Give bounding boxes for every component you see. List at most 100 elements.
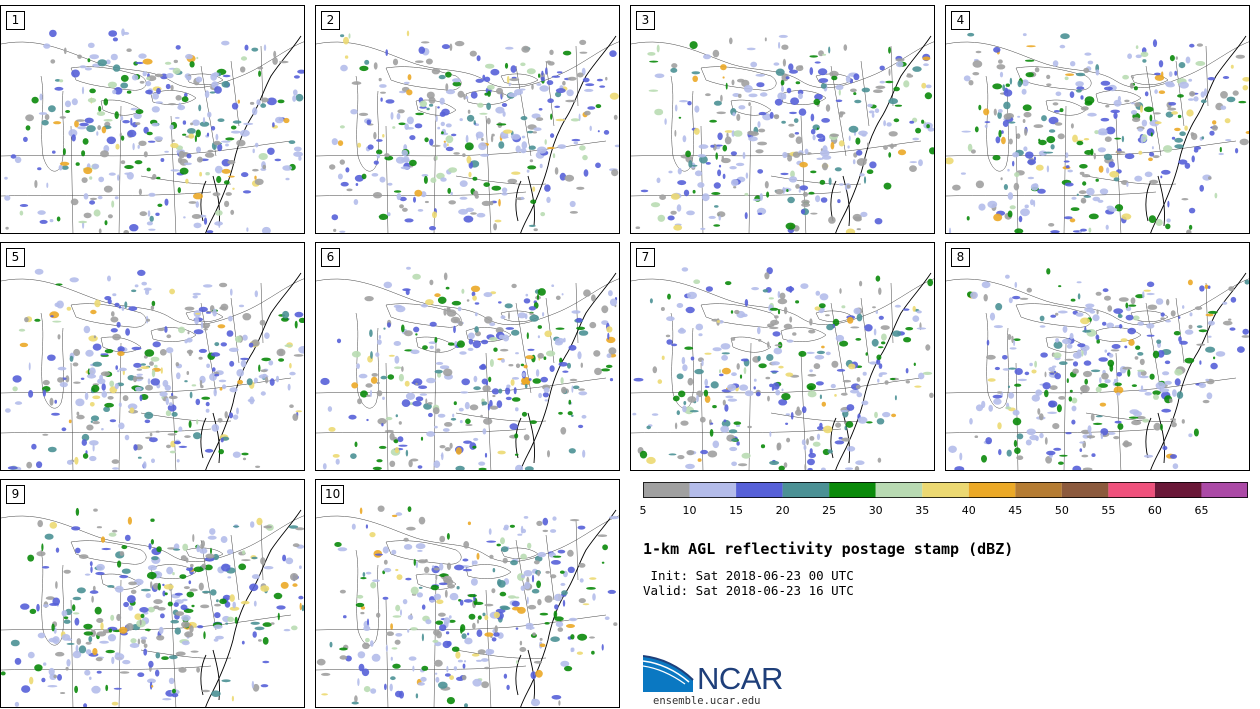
echo-cell bbox=[507, 595, 517, 599]
map-boundary-line bbox=[1150, 272, 1247, 470]
echo-cell bbox=[111, 459, 120, 464]
echo-cell bbox=[1007, 210, 1013, 218]
echo-cell bbox=[508, 364, 514, 367]
echo-cell bbox=[511, 329, 520, 336]
echo-cell bbox=[292, 413, 299, 421]
echo-cell bbox=[1095, 69, 1100, 76]
echo-cell bbox=[520, 363, 525, 367]
echo-cell bbox=[1044, 389, 1049, 398]
echo-cell bbox=[485, 648, 493, 656]
echo-cell bbox=[50, 59, 56, 64]
echo-cell bbox=[118, 305, 122, 309]
echo-cell bbox=[360, 606, 366, 610]
echo-cell bbox=[533, 127, 542, 131]
echo-cell bbox=[184, 339, 188, 344]
echo-cell bbox=[778, 399, 788, 406]
echo-cell bbox=[180, 555, 187, 561]
echo-cell bbox=[442, 428, 450, 432]
echo-cell bbox=[187, 331, 190, 335]
echo-cell bbox=[203, 217, 208, 225]
echo-cell bbox=[924, 92, 933, 100]
echo-cell bbox=[960, 172, 966, 175]
echo-cell bbox=[1208, 335, 1212, 338]
echo-cell bbox=[116, 613, 122, 622]
echo-cell bbox=[468, 613, 476, 620]
echo-cell bbox=[362, 572, 366, 577]
echo-cell bbox=[1181, 419, 1185, 424]
echo-cell bbox=[351, 350, 361, 358]
echo-cell bbox=[445, 123, 452, 128]
echo-cell bbox=[405, 127, 414, 130]
echo-cell bbox=[178, 150, 185, 159]
echo-cell bbox=[276, 605, 286, 610]
echo-cell bbox=[507, 92, 518, 98]
echo-cell bbox=[196, 56, 199, 60]
echo-cell bbox=[241, 172, 249, 178]
echo-cell bbox=[229, 360, 235, 367]
echo-cell bbox=[1122, 366, 1132, 370]
echo-cell bbox=[607, 332, 610, 340]
echo-cell bbox=[1084, 52, 1092, 56]
echo-cell bbox=[406, 89, 413, 96]
echo-cell bbox=[1185, 56, 1191, 64]
echo-cell bbox=[194, 316, 200, 325]
echo-cell bbox=[1065, 152, 1069, 159]
echo-cell bbox=[144, 419, 151, 424]
echo-cell bbox=[397, 436, 404, 443]
echo-cell bbox=[339, 230, 346, 233]
echo-cell bbox=[444, 589, 448, 598]
echo-cell bbox=[220, 140, 231, 143]
echo-cell bbox=[415, 543, 426, 550]
echo-cell bbox=[1174, 137, 1184, 143]
echo-cell bbox=[865, 352, 868, 356]
echo-cell bbox=[81, 86, 85, 95]
echo-cell bbox=[781, 86, 784, 93]
echo-cell bbox=[519, 88, 526, 91]
colorbar-segment bbox=[1154, 482, 1202, 498]
echo-cell bbox=[510, 65, 517, 73]
echo-cell bbox=[729, 446, 738, 452]
echo-cell bbox=[596, 78, 603, 82]
echo-cell bbox=[856, 149, 863, 156]
echo-cell bbox=[1100, 117, 1110, 122]
echo-cell bbox=[1205, 378, 1210, 382]
echo-cell bbox=[135, 109, 144, 115]
echo-cell bbox=[479, 112, 488, 115]
map-boundary-line bbox=[946, 428, 1157, 434]
map-boundary-line bbox=[230, 534, 240, 601]
echo-cell bbox=[563, 337, 566, 343]
echo-cell bbox=[704, 378, 708, 387]
echo-cell bbox=[97, 195, 103, 200]
echo-cell bbox=[165, 397, 169, 406]
echo-cell bbox=[55, 283, 63, 286]
echo-cell bbox=[146, 77, 151, 80]
echo-cell bbox=[1105, 224, 1109, 230]
echo-cell bbox=[400, 166, 411, 170]
echo-cell bbox=[120, 74, 129, 82]
echo-cell bbox=[135, 61, 144, 65]
echo-cell bbox=[1205, 346, 1216, 353]
echo-cell bbox=[1027, 176, 1035, 180]
echo-cell bbox=[520, 62, 526, 67]
echo-cell bbox=[758, 128, 766, 133]
echo-cell bbox=[156, 546, 162, 553]
echo-cell bbox=[443, 140, 446, 143]
echo-cell bbox=[835, 84, 844, 91]
map-boundary-line bbox=[1085, 175, 1177, 185]
echo-cell bbox=[441, 108, 450, 116]
echo-cell bbox=[747, 130, 755, 136]
echo-cell bbox=[1101, 372, 1109, 380]
echo-cell bbox=[433, 460, 441, 468]
echo-cell bbox=[537, 293, 539, 301]
echo-cell bbox=[1022, 104, 1032, 111]
echo-cell bbox=[376, 139, 383, 142]
echo-cell bbox=[578, 424, 584, 429]
echo-cell bbox=[52, 320, 62, 323]
echo-cell bbox=[1035, 389, 1043, 396]
echo-cell bbox=[140, 636, 148, 640]
echo-cell bbox=[14, 657, 22, 665]
echo-cell bbox=[1218, 152, 1224, 156]
echo-cell bbox=[505, 327, 515, 330]
echo-cell bbox=[1071, 196, 1077, 200]
echo-cell bbox=[143, 151, 148, 158]
